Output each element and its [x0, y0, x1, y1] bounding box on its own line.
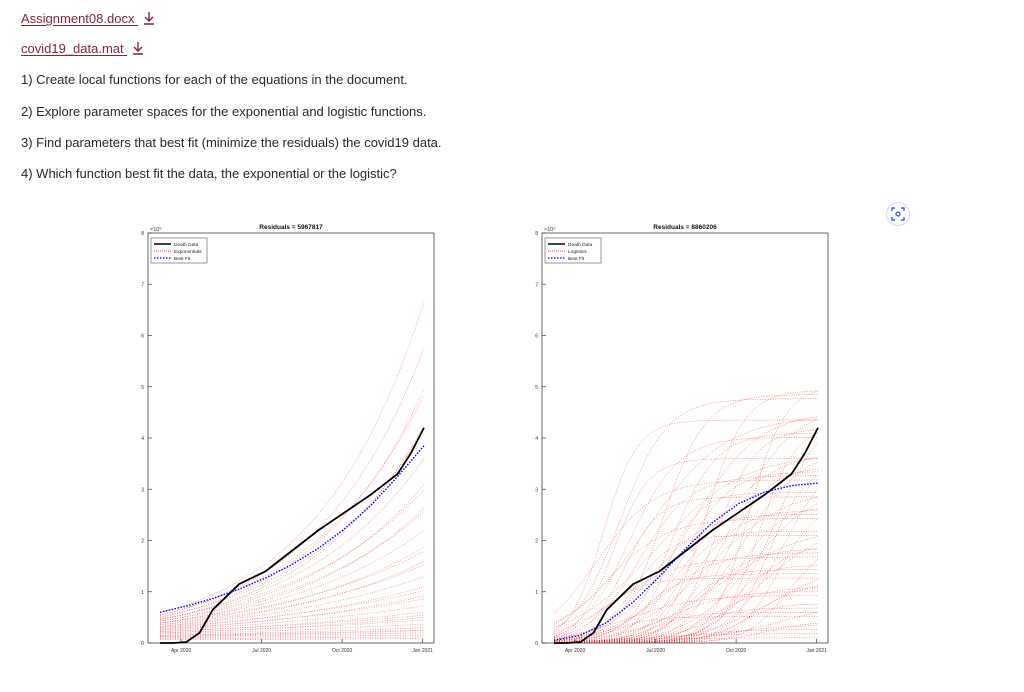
y-tick-label: 5 — [535, 385, 538, 391]
exponential-sweep — [159, 301, 425, 641]
legend-label: Best Fit — [174, 256, 191, 262]
y-tick-label: 1 — [535, 590, 538, 596]
y-tick-label: 3 — [535, 487, 538, 493]
x-tick-label: Apr 2020 — [565, 648, 586, 654]
x-tick-label: Apr 2020 — [171, 648, 192, 654]
exponential-figure: 0 1 2 3 4 5 6 7 8 ×10⁵ Apr 2020 Jul 2020 Oct 2020 Jan… — [141, 224, 435, 654]
y-tick-label: 6 — [535, 334, 538, 340]
logistic-figure: 0 1 2 3 4 5 6 7 8 ×10⁵ Apr 2020 Jul 2020 Oct 2020 Jan… — [535, 224, 829, 654]
best-fit-line — [553, 482, 819, 642]
legend-label: Death Data — [568, 242, 593, 248]
y-tick-label: 3 — [141, 487, 144, 493]
download-icon[interactable] — [143, 11, 155, 25]
download-icon[interactable] — [132, 41, 144, 55]
instruction-step: 4) Which function best fit the data, the… — [21, 166, 397, 181]
y-tick-label: 7 — [535, 282, 538, 288]
y-tick-label: 8 — [141, 231, 144, 237]
y-tick-label: 5 — [141, 385, 144, 391]
legend-label: Best Fit — [568, 256, 585, 262]
logistic-sweep — [553, 390, 819, 644]
x-tick-label: Jul 2020 — [646, 648, 665, 654]
death-data-line — [554, 427, 819, 644]
instruction-step: 3) Find parameters that best fit (minimi… — [21, 135, 442, 150]
y-tick-label: 0 — [535, 641, 538, 647]
y-tick-label: 2 — [535, 539, 538, 545]
legend-box — [544, 237, 602, 264]
y-tick-label: 6 — [141, 334, 144, 340]
attachment-name: covid19_data.mat — [21, 41, 124, 56]
x-tick-label: Oct 2020 — [332, 648, 353, 654]
x-tick-label: Jan 2021 — [412, 648, 433, 654]
chart-title: Residuals = 5967817 — [259, 224, 323, 231]
y-tick-label: 2 — [141, 539, 144, 545]
plot-frame — [541, 232, 829, 644]
legend-label: Exponentials — [174, 249, 202, 255]
y-tick-label: 4 — [141, 436, 144, 442]
x-tick-label: Jul 2020 — [252, 648, 271, 654]
legend-label: Logistics — [568, 249, 587, 255]
plot-frame — [147, 232, 435, 644]
attachment-link-data[interactable]: covid19_data.mat — [21, 41, 144, 56]
scan-image-button[interactable] — [886, 202, 910, 226]
y-multiplier: ×10⁵ — [150, 226, 162, 233]
y-tick-label: 8 — [535, 231, 538, 237]
best-fit-line — [159, 445, 425, 613]
y-tick-label: 4 — [535, 436, 538, 442]
legend-box — [150, 237, 208, 264]
x-tick-label: Jan 2021 — [806, 648, 827, 654]
legend-label: Death Data — [174, 242, 199, 248]
y-tick-label: 1 — [141, 590, 144, 596]
chart-title: Residuals = 8860206 — [653, 224, 717, 231]
attachment-link-assignment[interactable]: Assignment08.docx — [21, 11, 155, 26]
instruction-step: 2) Explore parameter spaces for the expo… — [21, 104, 427, 119]
scan-image-icon — [891, 207, 905, 221]
death-data-line — [160, 427, 425, 644]
y-tick-label: 0 — [141, 641, 144, 647]
attachment-name: Assignment08.docx — [21, 11, 135, 26]
x-tick-label: Oct 2020 — [726, 648, 747, 654]
y-tick-label: 7 — [141, 282, 144, 288]
y-multiplier: ×10⁵ — [544, 226, 556, 233]
instruction-step: 1) Create local functions for each of th… — [21, 72, 408, 87]
